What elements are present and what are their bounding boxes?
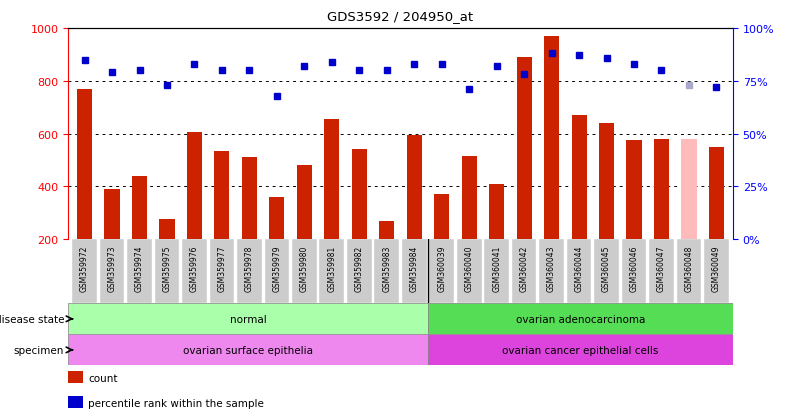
Text: specimen: specimen [14, 345, 64, 355]
Bar [572, 116, 586, 240]
Bar [544, 37, 559, 240]
Bar [324, 120, 340, 240]
Bar [99, 240, 124, 304]
Bar [68, 335, 429, 366]
Bar [77, 90, 92, 240]
Bar [457, 240, 481, 304]
Text: GDS3592 / 204950_at: GDS3592 / 204950_at [328, 10, 473, 23]
Bar [132, 176, 147, 240]
Bar [649, 240, 674, 304]
Bar [407, 135, 422, 240]
Text: GSM359980: GSM359980 [300, 244, 309, 291]
Bar [237, 240, 262, 304]
Text: ovarian surface epithelia: ovarian surface epithelia [183, 345, 313, 355]
Text: GSM360044: GSM360044 [574, 244, 584, 291]
Text: normal: normal [230, 314, 267, 324]
Text: GSM359972: GSM359972 [80, 244, 89, 291]
Bar [379, 221, 394, 240]
Bar [292, 240, 316, 304]
Text: GSM360046: GSM360046 [630, 244, 638, 291]
Text: GSM360043: GSM360043 [547, 244, 556, 291]
Bar [68, 304, 429, 335]
Text: GSM360042: GSM360042 [520, 244, 529, 291]
Bar [352, 150, 367, 240]
Text: GSM359976: GSM359976 [190, 244, 199, 291]
Bar [402, 240, 427, 304]
Text: GSM359982: GSM359982 [355, 244, 364, 291]
Bar [297, 166, 312, 240]
Text: ovarian cancer epithelial cells: ovarian cancer epithelial cells [502, 345, 658, 355]
Text: GSM359978: GSM359978 [245, 244, 254, 291]
Bar [654, 140, 669, 240]
Bar [215, 151, 229, 240]
Text: GSM360049: GSM360049 [712, 244, 721, 291]
Bar [429, 335, 733, 366]
Bar [104, 190, 119, 240]
Bar [127, 240, 152, 304]
Text: GSM360048: GSM360048 [685, 244, 694, 291]
Bar [434, 195, 449, 240]
Text: GSM360045: GSM360045 [602, 244, 611, 291]
Bar [242, 158, 257, 240]
Bar [155, 240, 179, 304]
Text: GSM359984: GSM359984 [410, 244, 419, 291]
Text: GSM359983: GSM359983 [382, 244, 391, 291]
Bar [210, 240, 235, 304]
Bar [182, 240, 207, 304]
Bar [72, 240, 97, 304]
Bar [485, 240, 509, 304]
Text: GSM360047: GSM360047 [657, 244, 666, 291]
Bar [187, 133, 202, 240]
Bar [269, 197, 284, 240]
Text: GSM360039: GSM360039 [437, 244, 446, 291]
Bar [159, 220, 175, 240]
Text: GSM359974: GSM359974 [135, 244, 144, 291]
Bar [539, 240, 564, 304]
Bar [677, 240, 702, 304]
Bar [594, 240, 619, 304]
Bar [512, 240, 537, 304]
Text: ovarian adenocarcinoma: ovarian adenocarcinoma [516, 314, 646, 324]
Bar [320, 240, 344, 304]
Bar [429, 304, 733, 335]
Bar [626, 141, 642, 240]
Text: GSM359977: GSM359977 [217, 244, 227, 291]
Text: count: count [88, 373, 118, 383]
Bar [264, 240, 289, 304]
Bar [704, 240, 729, 304]
Bar [709, 147, 724, 240]
Text: GSM359979: GSM359979 [272, 244, 281, 291]
Text: GSM359981: GSM359981 [328, 244, 336, 291]
Bar [622, 240, 646, 304]
Text: GSM359973: GSM359973 [107, 244, 116, 291]
Bar [682, 140, 697, 240]
Text: disease state: disease state [0, 314, 64, 324]
Bar [461, 157, 477, 240]
Bar [599, 124, 614, 240]
Bar [517, 58, 532, 240]
Text: GSM359975: GSM359975 [163, 244, 171, 291]
Bar [374, 240, 399, 304]
Bar [567, 240, 591, 304]
Bar [489, 184, 504, 240]
Text: GSM360041: GSM360041 [492, 244, 501, 291]
Bar [429, 240, 454, 304]
Text: GSM360040: GSM360040 [465, 244, 473, 291]
Text: percentile rank within the sample: percentile rank within the sample [88, 398, 264, 408]
Bar [347, 240, 372, 304]
